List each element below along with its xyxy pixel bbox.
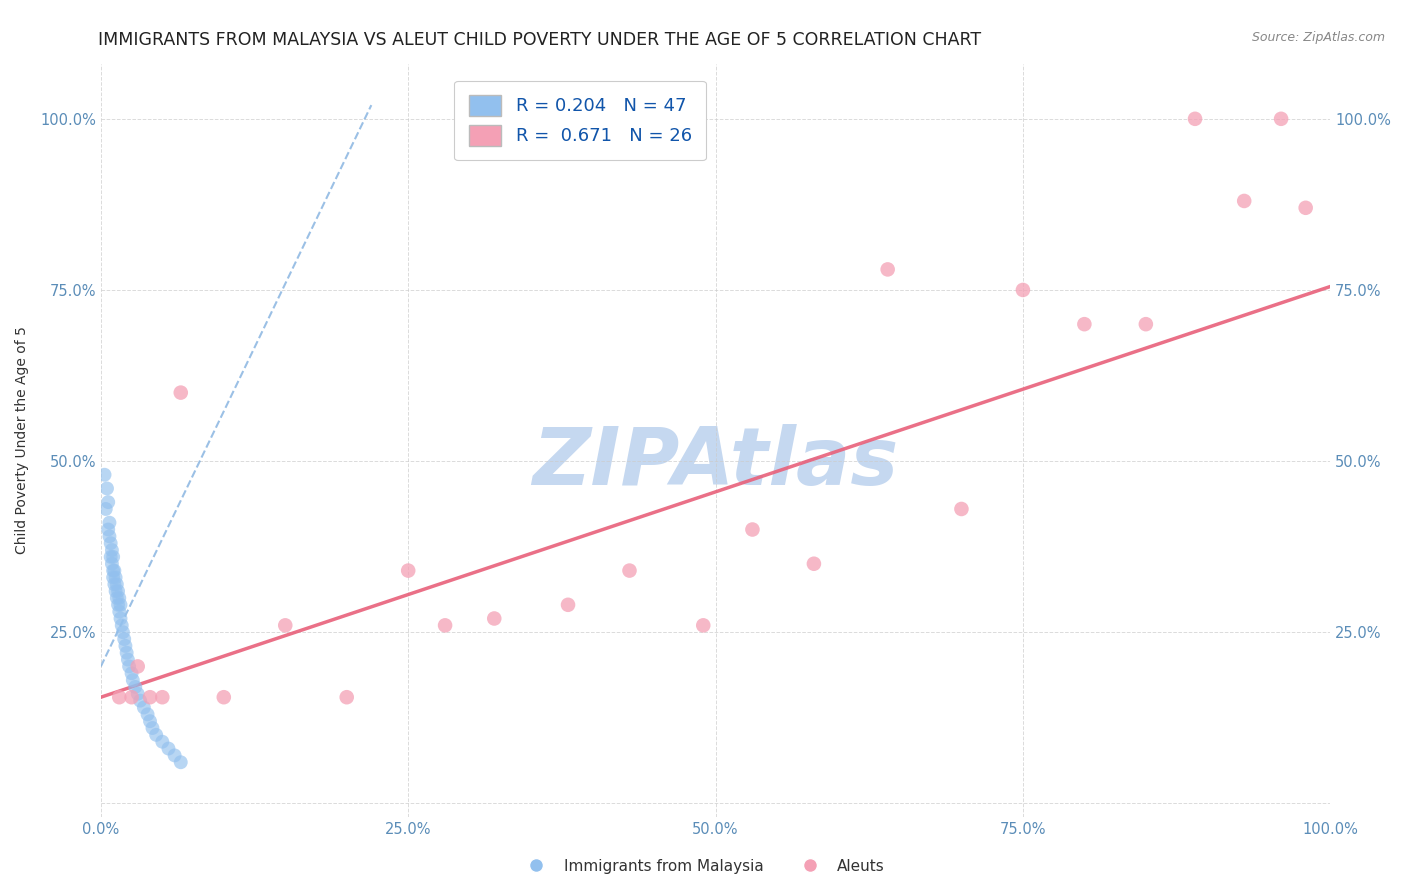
Point: [117, 652, 139, 666]
Point: [145, 728, 167, 742]
Text: ZIPAtlas: ZIPAtlas: [533, 424, 898, 502]
Point: [1135, 317, 1157, 331]
Point: [129, 693, 152, 707]
Legend: Immigrants from Malaysia, Aleuts: Immigrants from Malaysia, Aleuts: [515, 853, 891, 880]
Point: [105, 577, 128, 591]
Point: [105, 591, 128, 605]
Point: [484, 611, 506, 625]
Point: [107, 584, 129, 599]
Point: [111, 625, 134, 640]
Point: [163, 748, 186, 763]
Point: [127, 687, 149, 701]
Point: [212, 690, 235, 705]
Point: [101, 557, 124, 571]
Point: [121, 666, 143, 681]
Point: [97, 523, 120, 537]
Point: [170, 756, 193, 770]
Point: [132, 700, 155, 714]
Point: [108, 605, 131, 619]
Point: [104, 570, 127, 584]
Point: [110, 598, 132, 612]
Point: [136, 707, 159, 722]
Legend: R = 0.204   N = 47, R =  0.671   N = 26: R = 0.204 N = 47, R = 0.671 N = 26: [454, 80, 706, 161]
Point: [108, 591, 131, 605]
Point: [114, 639, 136, 653]
Point: [121, 690, 143, 705]
Point: [101, 570, 124, 584]
Text: IMMIGRANTS FROM MALAYSIA VS ALEUT CHILD POVERTY UNDER THE AGE OF 5 CORRELATION C: IMMIGRANTS FROM MALAYSIA VS ALEUT CHILD …: [98, 31, 981, 49]
Point: [150, 690, 173, 705]
Point: [97, 495, 120, 509]
Point: [692, 618, 714, 632]
Point: [141, 721, 163, 735]
Point: [1073, 317, 1095, 331]
Point: [101, 564, 124, 578]
Point: [170, 385, 193, 400]
Point: [876, 262, 898, 277]
Point: [98, 529, 121, 543]
Point: [111, 618, 134, 632]
Point: [1270, 112, 1292, 126]
Point: [139, 690, 162, 705]
Point: [110, 611, 132, 625]
Point: [619, 564, 641, 578]
Text: Source: ZipAtlas.com: Source: ZipAtlas.com: [1251, 31, 1385, 45]
Point: [108, 690, 131, 705]
Y-axis label: Child Poverty Under the Age of 5: Child Poverty Under the Age of 5: [15, 326, 30, 555]
Point: [101, 549, 124, 564]
Point: [127, 659, 149, 673]
Point: [104, 584, 127, 599]
Point: [1184, 112, 1206, 126]
Point: [557, 598, 579, 612]
Point: [115, 646, 138, 660]
Point: [103, 577, 125, 591]
Point: [107, 598, 129, 612]
Point: [1295, 201, 1317, 215]
Point: [94, 502, 117, 516]
Point: [157, 741, 180, 756]
Point: [950, 502, 973, 516]
Point: [100, 536, 122, 550]
Point: [803, 557, 825, 571]
Point: [98, 516, 121, 530]
Point: [741, 523, 763, 537]
Point: [96, 482, 118, 496]
Point: [103, 564, 125, 578]
Point: [274, 618, 297, 632]
Point: [396, 564, 419, 578]
Point: [139, 714, 162, 728]
Point: [93, 467, 115, 482]
Point: [112, 632, 135, 646]
Point: [1012, 283, 1035, 297]
Point: [434, 618, 457, 632]
Point: [101, 543, 124, 558]
Point: [100, 549, 122, 564]
Point: [118, 659, 141, 673]
Point: [121, 673, 143, 687]
Point: [1233, 194, 1256, 208]
Point: [124, 680, 146, 694]
Point: [336, 690, 359, 705]
Point: [150, 735, 173, 749]
